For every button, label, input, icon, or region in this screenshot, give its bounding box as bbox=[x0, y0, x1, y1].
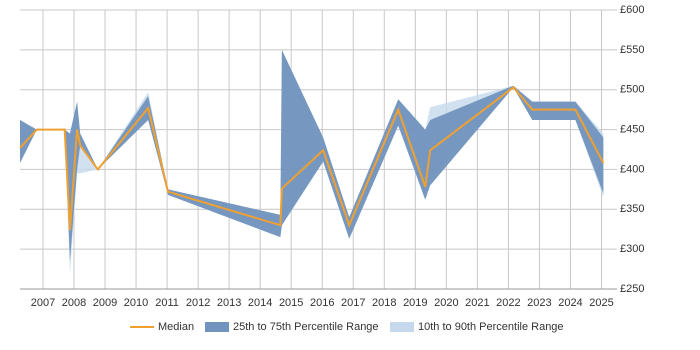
y-tick-label: £550 bbox=[620, 44, 644, 56]
y-tick-label: £400 bbox=[620, 163, 644, 175]
legend-label: Median bbox=[158, 321, 194, 333]
x-tick-label: 2013 bbox=[217, 297, 241, 309]
x-tick-label: 2020 bbox=[434, 297, 458, 309]
x-tick-label: 2009 bbox=[93, 297, 117, 309]
x-tick-label: 2025 bbox=[589, 297, 613, 309]
percentile-band bbox=[20, 49, 604, 262]
x-tick-label: 2008 bbox=[62, 297, 86, 309]
legend-swatch bbox=[390, 322, 414, 332]
legend-label: 25th to 75th Percentile Range bbox=[233, 321, 379, 333]
legend-label: 10th to 90th Percentile Range bbox=[418, 321, 564, 333]
x-tick-label: 2007 bbox=[31, 297, 55, 309]
x-tick-label: 2016 bbox=[310, 297, 334, 309]
y-tick-label: £350 bbox=[620, 203, 644, 215]
x-tick-label: 2011 bbox=[155, 297, 179, 309]
y-tick-label: £500 bbox=[620, 84, 644, 96]
x-tick-label: 2017 bbox=[341, 297, 365, 309]
x-tick-label: 2012 bbox=[186, 297, 210, 309]
x-tick-label: 2010 bbox=[124, 297, 148, 309]
legend-swatch bbox=[205, 322, 229, 332]
y-tick-label: £600 bbox=[620, 4, 644, 16]
x-tick-label: 2018 bbox=[372, 297, 396, 309]
median-line bbox=[19, 85, 605, 231]
y-tick-label: £300 bbox=[620, 243, 644, 255]
x-tick-label: 2024 bbox=[558, 297, 582, 309]
y-tick-label: £450 bbox=[620, 123, 644, 135]
y-tick-label: £250 bbox=[620, 283, 644, 295]
x-tick-label: 2021 bbox=[465, 297, 489, 309]
x-tick-label: 2023 bbox=[527, 297, 551, 309]
x-tick-label: 2014 bbox=[248, 297, 272, 309]
x-tick-label: 2019 bbox=[403, 297, 427, 309]
x-tick-label: 2015 bbox=[279, 297, 303, 309]
x-tick-label: 2022 bbox=[496, 297, 520, 309]
